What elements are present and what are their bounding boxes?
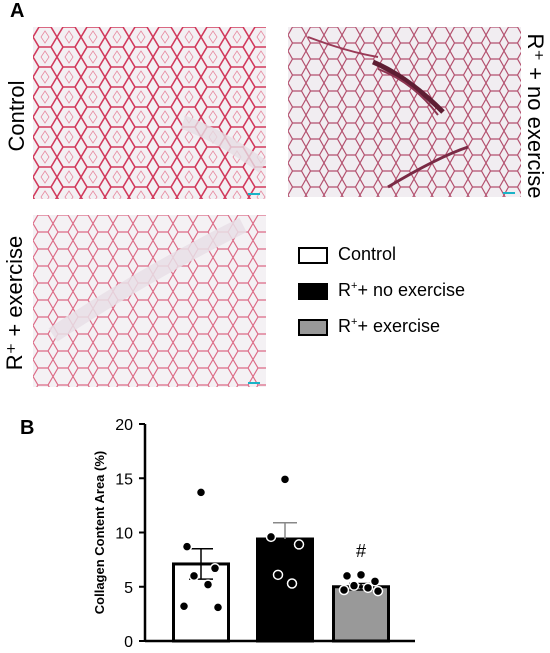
data-point	[265, 531, 277, 543]
legend-label: Control	[338, 244, 397, 264]
legend-swatch	[298, 319, 328, 336]
label-exercise: R⁺ + exercise	[2, 235, 27, 371]
data-point	[195, 487, 207, 498]
micrograph-no-exercise	[288, 27, 521, 197]
significance-mark: #	[356, 541, 366, 561]
micrograph-control	[33, 27, 266, 199]
data-point	[188, 570, 200, 582]
y-axis-label: Collagen Content Area (%)	[92, 451, 107, 614]
data-point	[181, 541, 193, 552]
panel-a-letter: A	[10, 0, 25, 22]
data-point	[355, 569, 367, 581]
data-point	[202, 579, 214, 590]
legend-label: R++ exercise	[338, 316, 440, 336]
bar-chart: 0 5 10 15 20 Collagen Content Area (%) #	[92, 417, 415, 651]
legend-label: R++ no exercise	[338, 280, 465, 300]
data-point	[209, 563, 221, 574]
data-point	[372, 585, 384, 597]
data-point	[338, 584, 350, 596]
y-tick-label: 10	[115, 526, 133, 543]
label-control: Control	[4, 80, 29, 152]
data-point	[293, 539, 305, 550]
data-point	[279, 474, 291, 485]
micrograph-exercise	[33, 215, 266, 387]
data-point	[362, 582, 374, 594]
bar-2	[256, 537, 314, 643]
legend-swatch	[298, 283, 328, 300]
data-point	[348, 580, 360, 591]
legend-swatch	[298, 247, 328, 264]
y-tick-label: 5	[124, 580, 133, 597]
data-point	[369, 576, 381, 587]
data-point	[272, 569, 284, 581]
data-point	[286, 578, 298, 589]
data-point	[341, 570, 353, 582]
y-tick-label: 15	[115, 471, 133, 488]
y-tick-label: 0	[124, 634, 133, 651]
data-point	[178, 601, 190, 612]
label-no-exercise: R⁺ + no exercise	[523, 33, 548, 199]
y-tick-label: 20	[115, 417, 133, 434]
panel-b-letter: B	[20, 417, 35, 439]
data-point	[212, 602, 224, 613]
